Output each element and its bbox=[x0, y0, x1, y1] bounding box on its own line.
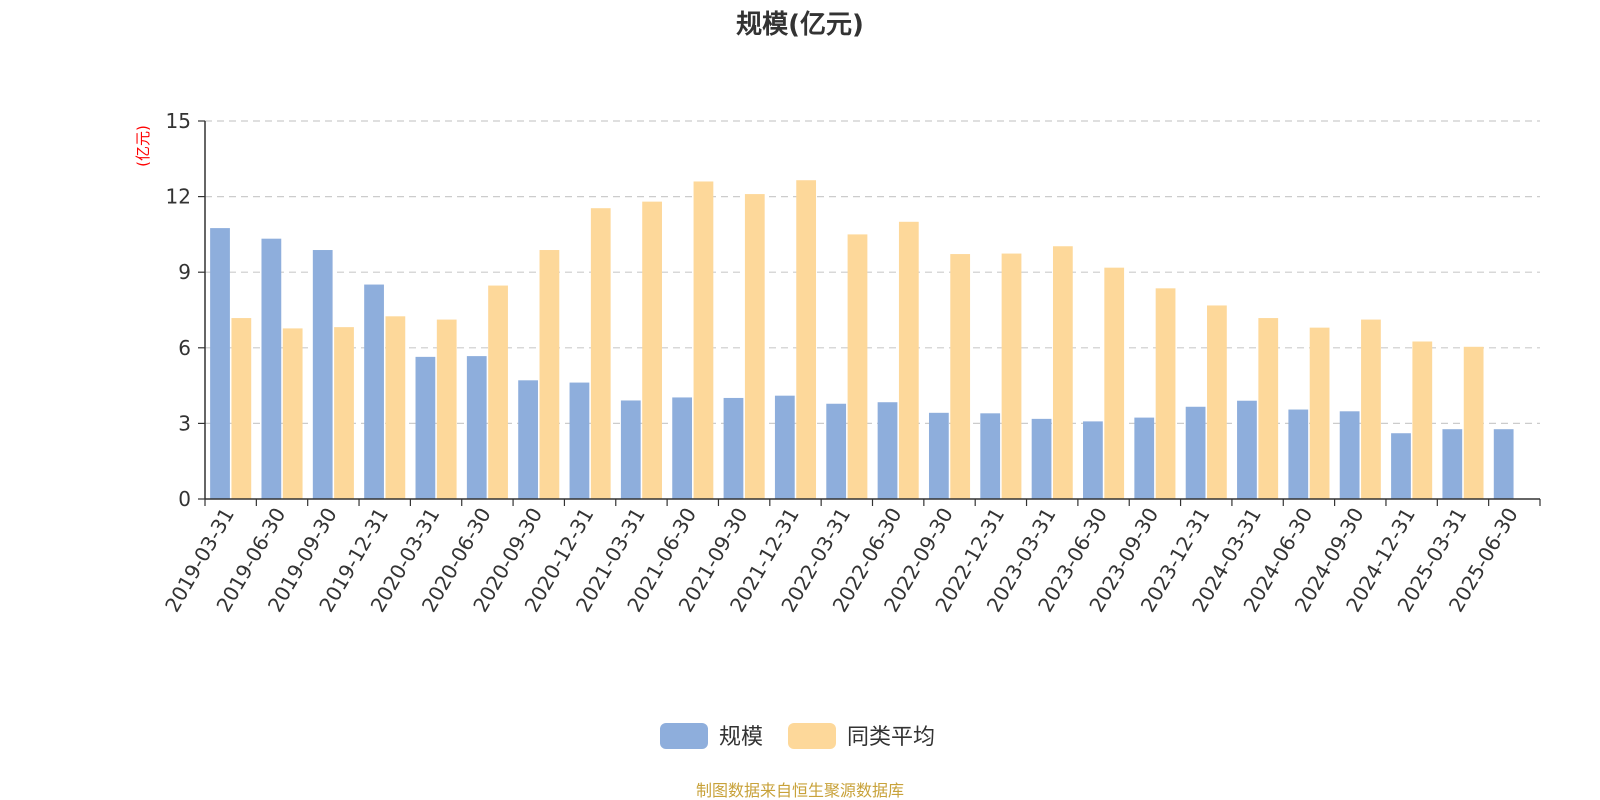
bar-peer-average[interactable] bbox=[436, 319, 457, 499]
y-tick-label: 3 bbox=[178, 411, 191, 435]
bar-scale[interactable] bbox=[1134, 417, 1155, 499]
bar-scale[interactable] bbox=[569, 382, 590, 499]
bar-peer-average[interactable] bbox=[1155, 288, 1176, 499]
bar-scale[interactable] bbox=[312, 250, 333, 499]
bar-scale[interactable] bbox=[1237, 400, 1257, 499]
bar-peer-average[interactable] bbox=[950, 254, 971, 499]
bar-scale[interactable] bbox=[774, 395, 795, 499]
bar-peer-average[interactable] bbox=[1309, 327, 1330, 499]
bar-scale[interactable] bbox=[261, 238, 282, 499]
bar-peer-average[interactable] bbox=[488, 285, 508, 499]
bar-peer-average[interactable] bbox=[1207, 305, 1227, 499]
y-tick-label: 12 bbox=[166, 185, 191, 209]
bar-scale[interactable] bbox=[928, 412, 949, 499]
bar-scale[interactable] bbox=[672, 397, 693, 499]
y-axis-unit-label: (亿元) bbox=[134, 125, 152, 167]
bar-peer-average[interactable] bbox=[796, 180, 817, 499]
legend-label-scale[interactable]: 规模 bbox=[719, 725, 763, 750]
bar-scale[interactable] bbox=[980, 413, 1001, 499]
bar-peer-average[interactable] bbox=[334, 327, 354, 499]
bar-scale[interactable] bbox=[1493, 429, 1514, 499]
y-tick-label: 15 bbox=[166, 109, 191, 133]
bar-peer-average[interactable] bbox=[1412, 341, 1433, 500]
bar-scale[interactable] bbox=[826, 403, 847, 499]
data-source-note: 制图数据来自恒生聚源数据库 bbox=[696, 781, 904, 800]
bar-scale[interactable] bbox=[1391, 433, 1411, 499]
bar-peer-average[interactable] bbox=[1052, 246, 1073, 499]
y-tick-label: 9 bbox=[178, 260, 191, 284]
bar-peer-average[interactable] bbox=[642, 201, 662, 499]
legend-swatch-peer-average[interactable] bbox=[788, 723, 836, 749]
chart-title: 规模(亿元) bbox=[736, 10, 864, 40]
bar-scale[interactable] bbox=[877, 402, 898, 499]
bar-scale[interactable] bbox=[1288, 409, 1309, 499]
bar-scale[interactable] bbox=[1185, 406, 1206, 499]
bar-scale[interactable] bbox=[364, 284, 384, 499]
bar-scale[interactable] bbox=[1031, 418, 1052, 499]
bar-scale[interactable] bbox=[723, 397, 744, 499]
bar-scale[interactable] bbox=[210, 228, 230, 499]
bar-peer-average[interactable] bbox=[1463, 346, 1484, 499]
y-tick-label: 6 bbox=[178, 336, 191, 360]
legend-swatch-scale[interactable] bbox=[660, 723, 708, 749]
bar-peer-average[interactable] bbox=[1001, 253, 1022, 499]
bar-peer-average[interactable] bbox=[693, 181, 714, 500]
y-tick-label: 0 bbox=[178, 487, 191, 511]
bar-peer-average[interactable] bbox=[744, 194, 765, 499]
bar-scale[interactable] bbox=[1083, 421, 1103, 499]
bar-scale[interactable] bbox=[1339, 411, 1360, 499]
bars bbox=[210, 180, 1514, 500]
axes bbox=[198, 120, 1541, 506]
bar-peer-average[interactable] bbox=[282, 328, 303, 499]
bar-scale[interactable] bbox=[1442, 429, 1463, 499]
bar-scale[interactable] bbox=[415, 356, 436, 499]
y-tick-labels: 0 3 6 9 12 15 bbox=[166, 109, 191, 511]
bar-scale[interactable] bbox=[466, 356, 487, 499]
bar-peer-average[interactable] bbox=[385, 316, 406, 499]
bar-peer-average[interactable] bbox=[539, 250, 560, 499]
bar-peer-average[interactable] bbox=[898, 221, 919, 500]
bar-peer-average[interactable] bbox=[1361, 319, 1381, 499]
x-tick-labels: 2019-03-312019-06-302019-09-302019-12-31… bbox=[160, 504, 1523, 617]
bar-peer-average[interactable] bbox=[847, 234, 868, 499]
bar-peer-average[interactable] bbox=[1258, 318, 1279, 499]
bar-scale[interactable] bbox=[620, 400, 641, 499]
bar-peer-average[interactable] bbox=[231, 318, 252, 499]
bar-scale[interactable] bbox=[518, 380, 538, 499]
legend[interactable]: 规模 同类平均 bbox=[660, 723, 935, 750]
bar-peer-average[interactable] bbox=[1104, 267, 1125, 499]
legend-label-peer-average[interactable]: 同类平均 bbox=[847, 725, 935, 750]
bar-peer-average[interactable] bbox=[590, 208, 611, 499]
